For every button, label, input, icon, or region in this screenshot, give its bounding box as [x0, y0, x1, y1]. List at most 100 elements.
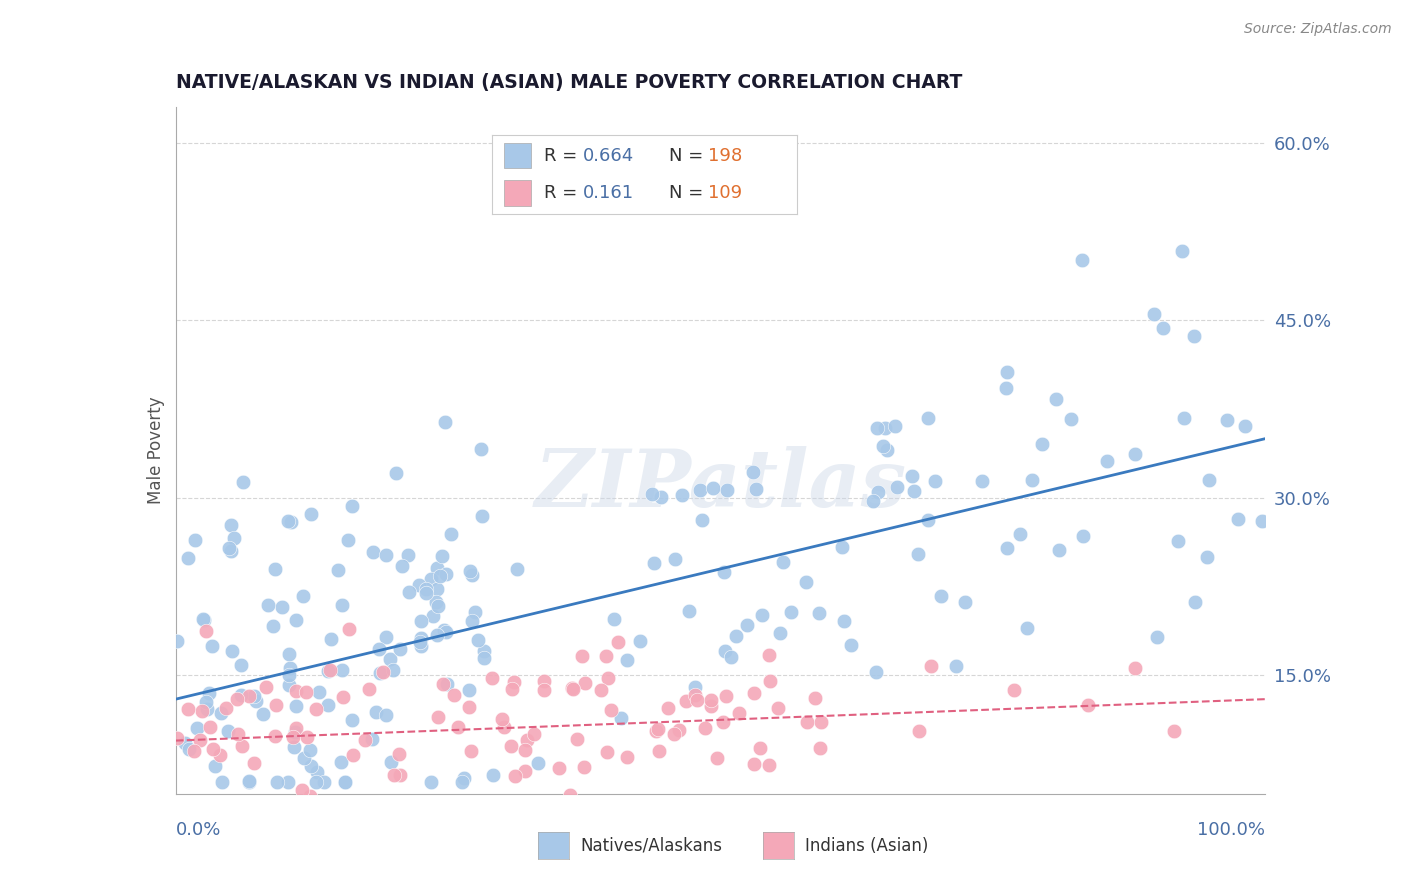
Point — [215, 701, 238, 715]
Point — [373, 665, 395, 679]
Point — [499, 739, 522, 753]
Point — [807, 606, 830, 620]
Point — [474, 650, 496, 665]
Point — [503, 675, 526, 690]
Point — [200, 720, 222, 734]
Point — [243, 689, 266, 703]
Point — [312, 775, 335, 789]
Point — [420, 775, 443, 789]
Point — [285, 722, 308, 736]
Point — [408, 578, 430, 592]
Point — [482, 768, 505, 782]
Point — [426, 599, 449, 614]
Point — [1184, 595, 1206, 609]
Point — [714, 644, 737, 658]
Point — [1031, 437, 1053, 451]
Point — [494, 720, 516, 734]
Point — [221, 517, 243, 532]
Point — [305, 775, 328, 789]
Point — [277, 668, 299, 682]
Text: 109: 109 — [709, 184, 742, 202]
Point — [374, 630, 396, 644]
Point — [758, 648, 780, 662]
Point — [429, 568, 451, 582]
Text: Source: ZipAtlas.com: Source: ZipAtlas.com — [1244, 22, 1392, 37]
Point — [527, 756, 550, 770]
Point — [1077, 698, 1099, 713]
Point — [668, 723, 690, 737]
Point — [177, 551, 200, 566]
Point — [471, 509, 494, 524]
Point — [434, 566, 457, 581]
Point — [308, 685, 330, 699]
Point — [388, 768, 411, 782]
Point — [340, 500, 363, 514]
Point — [876, 442, 898, 457]
Point — [758, 757, 780, 772]
Point — [388, 747, 411, 761]
Point — [378, 651, 401, 665]
Point — [866, 421, 889, 435]
Point — [533, 674, 555, 689]
Point — [370, 666, 392, 681]
Point — [318, 664, 340, 678]
Point — [589, 683, 612, 698]
Point — [683, 688, 706, 702]
Point — [329, 755, 352, 769]
Point — [603, 612, 626, 626]
Point — [600, 703, 623, 717]
Point — [333, 775, 356, 789]
Point — [644, 723, 666, 738]
Point — [177, 742, 200, 756]
Point — [419, 572, 441, 586]
Point — [295, 730, 318, 744]
Point — [831, 540, 853, 554]
Point — [409, 634, 432, 648]
Point — [336, 533, 359, 548]
Point — [278, 647, 301, 661]
Point — [1071, 529, 1094, 543]
Point — [513, 743, 536, 757]
Bar — [503, 180, 531, 205]
Point — [565, 732, 588, 747]
Point — [238, 689, 260, 703]
Text: ZIPatlas: ZIPatlas — [534, 446, 907, 524]
Point — [1182, 329, 1205, 343]
Point — [333, 775, 356, 789]
Point — [188, 732, 211, 747]
Point — [460, 744, 482, 758]
Point — [1047, 542, 1070, 557]
Point — [1021, 473, 1043, 487]
Point — [434, 415, 457, 429]
Point — [724, 629, 747, 643]
Point — [263, 562, 285, 576]
Point — [808, 741, 831, 756]
Point — [1226, 512, 1249, 526]
Point — [735, 618, 758, 632]
Point — [231, 739, 253, 753]
Point — [908, 724, 931, 739]
Point — [426, 582, 449, 596]
Point — [270, 599, 292, 614]
Point — [427, 710, 450, 724]
Point — [184, 533, 207, 548]
Point — [292, 751, 315, 765]
Point — [186, 721, 208, 735]
Point — [675, 694, 697, 708]
Point — [278, 678, 301, 692]
Point — [211, 706, 233, 721]
Point — [252, 706, 274, 721]
Point — [523, 727, 546, 741]
Point — [596, 745, 619, 759]
Point — [699, 699, 721, 714]
Point — [561, 681, 583, 696]
Point — [285, 683, 308, 698]
Text: 0.664: 0.664 — [583, 147, 634, 165]
Point — [769, 626, 792, 640]
Point — [388, 641, 411, 656]
Point — [716, 483, 738, 497]
Point — [693, 721, 716, 735]
Point — [862, 493, 884, 508]
Point — [929, 589, 952, 603]
Point — [650, 491, 672, 505]
